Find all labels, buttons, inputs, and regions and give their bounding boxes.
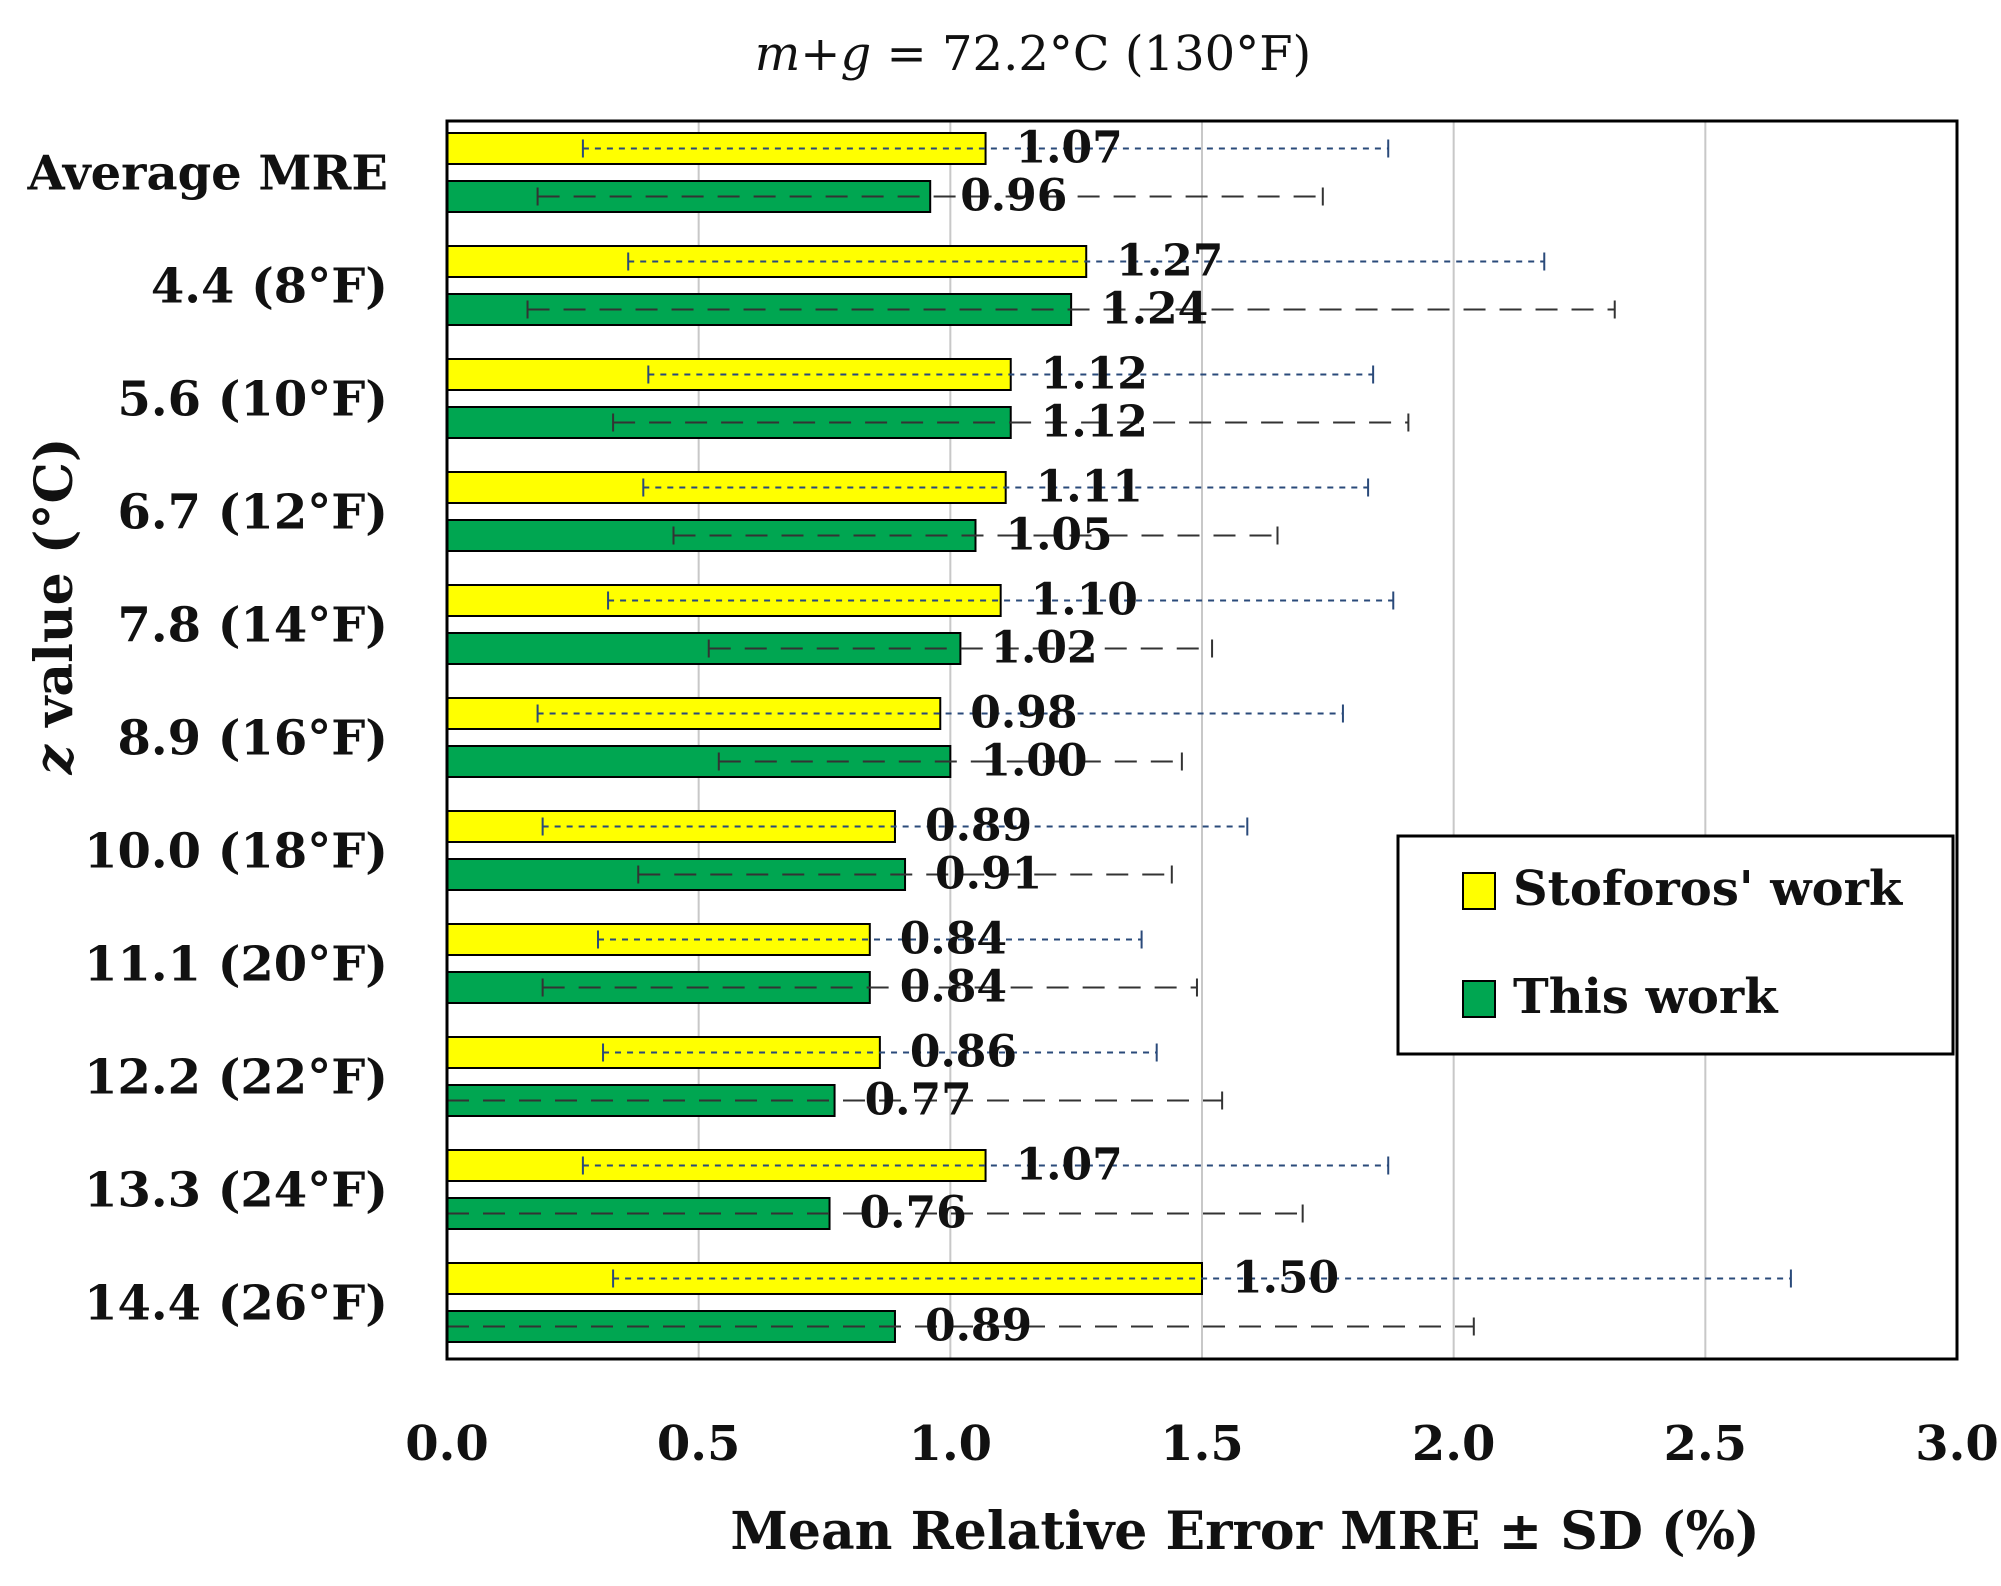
x-tick-label-0: 0.0 [405,1416,489,1472]
error-bars-layer [446,139,1792,1336]
y-axis-label-rest: value (°C) [24,438,85,745]
data-label-s0-10: 1.50 [1232,1253,1339,1304]
data-label-s0-4: 1.10 [1031,575,1138,626]
data-labels-layer: 1.070.961.271.241.121.121.111.051.101.02… [860,123,1340,1352]
data-label-s1-6: 0.91 [935,849,1042,900]
data-label-s0-9: 1.07 [1016,1140,1123,1191]
x-axis-label: Mean Relative Error MRE ± SD (%) [730,1501,1759,1562]
x-tick-label-1: 0.5 [657,1416,741,1472]
data-label-s1-5: 1.00 [980,736,1087,787]
plot-frame [445,119,1959,1361]
data-label-s1-8: 0.77 [865,1075,972,1126]
data-label-s1-0: 0.96 [960,171,1067,222]
chart-title: m+g = 72.2°C (130°F) [755,26,1311,82]
x-tick-label-5: 2.5 [1664,1416,1748,1472]
y-axis-label-variable: z [24,743,85,775]
legend: Stoforos' work This work [1396,834,1955,1056]
category-label-1: 4.4 (8°F) [151,259,388,315]
bars-layer [446,132,1203,1343]
legend-label-stoforos: Stoforos' work [1513,861,1904,917]
data-label-s1-7: 0.84 [900,962,1007,1013]
x-tick-label-3: 1.5 [1160,1416,1244,1472]
data-label-s0-5: 0.98 [970,688,1077,739]
data-label-s0-3: 1.11 [1036,462,1143,513]
category-label-5: 8.9 (16°F) [117,711,388,767]
legend-swatch-stoforos [1462,872,1496,910]
x-tick-label-6: 3.0 [1915,1416,1999,1472]
y-axis-label: z value (°C) [24,438,85,776]
data-label-s0-6: 0.89 [925,801,1032,852]
data-label-s0-0: 1.07 [1016,123,1123,174]
data-label-s1-9: 0.76 [860,1188,967,1239]
bar-s1-4 [446,632,962,665]
data-label-s1-10: 0.89 [925,1301,1032,1352]
x-tick-label-4: 2.0 [1412,1416,1496,1472]
category-label-3: 6.7 (12°F) [117,485,388,541]
legend-label-this-work: This work [1513,969,1779,1025]
x-tick-label-2: 1.0 [909,1416,993,1472]
chart-title-rest: = 72.2°C (130°F) [871,26,1311,82]
data-label-s0-7: 0.84 [900,914,1007,965]
category-label-0: Average MRE [26,146,388,202]
bar-s0-4 [446,584,1002,617]
bar-s0-6 [446,810,896,843]
category-label-8: 12.2 (22°F) [84,1050,388,1106]
data-label-s0-2: 1.12 [1041,349,1148,400]
category-label-6: 10.0 (18°F) [84,824,388,880]
data-label-s1-4: 1.02 [990,623,1097,674]
category-label-7: 11.1 (20°F) [84,937,388,993]
data-label-s1-1: 1.24 [1101,284,1208,335]
category-label-9: 13.3 (24°F) [84,1163,388,1219]
legend-swatch-this-work [1462,980,1496,1018]
data-label-s0-8: 0.86 [910,1027,1017,1078]
category-label-4: 7.8 (14°F) [117,598,388,654]
data-label-s1-3: 1.05 [1006,510,1113,561]
bar-s0-10 [446,1262,1203,1295]
x-tick-labels: 0.0 0.5 1.0 1.5 2.0 2.5 3.0 [405,1416,1999,1472]
category-labels: Average MRE 4.4 (8°F) 5.6 (10°F) 6.7 (12°F)… [26,146,388,1332]
data-label-s0-1: 1.27 [1116,236,1223,287]
data-label-s1-2: 1.12 [1041,397,1148,448]
category-label-2: 5.6 (10°F) [117,372,388,428]
category-label-10: 14.4 (26°F) [84,1276,388,1332]
chart-title-variable: m+g [755,26,871,82]
